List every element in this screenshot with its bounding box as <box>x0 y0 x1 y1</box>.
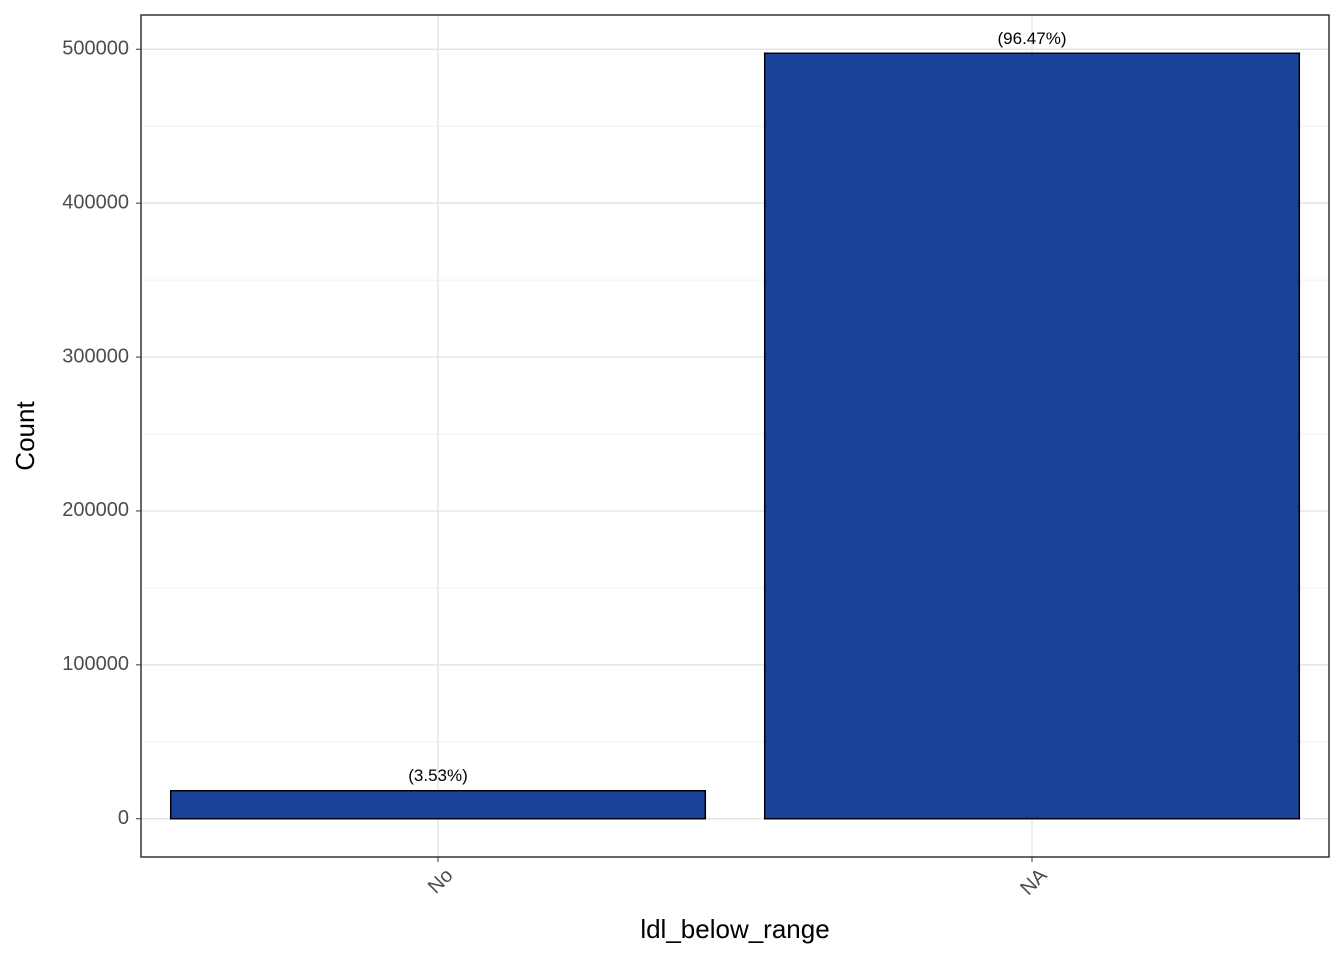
panel-border <box>140 14 1330 858</box>
y-tick-label: 500000 <box>62 38 129 60</box>
bar <box>169 789 707 820</box>
bar <box>763 52 1301 820</box>
y-tick-label: 200000 <box>62 499 129 521</box>
y-tick-label: 400000 <box>62 191 129 213</box>
data-label: (96.47%) <box>998 29 1067 48</box>
y-tick-label: 300000 <box>62 345 129 367</box>
y-tick-label: 100000 <box>62 653 129 675</box>
x-axis-title: ldl_below_range <box>640 914 829 944</box>
data-label: (3.53%) <box>408 766 468 785</box>
y-tick-label: 0 <box>118 807 129 829</box>
y-axis-title: Count <box>10 401 40 471</box>
